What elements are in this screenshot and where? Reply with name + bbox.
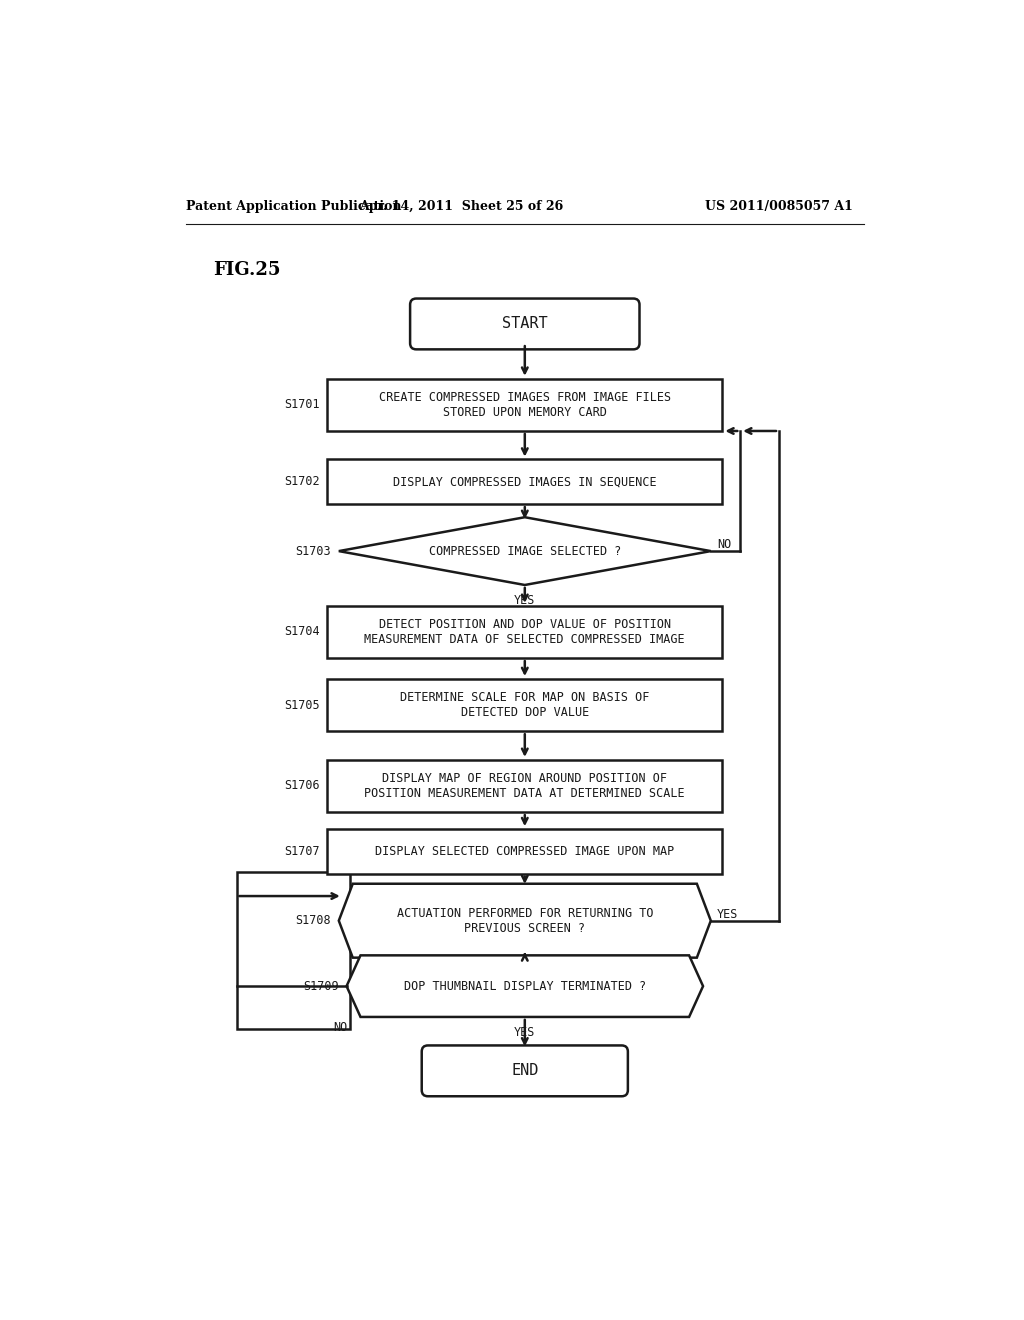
Text: DISPLAY COMPRESSED IMAGES IN SEQUENCE: DISPLAY COMPRESSED IMAGES IN SEQUENCE [393, 475, 656, 488]
Text: S1701: S1701 [284, 399, 319, 412]
Text: S1706: S1706 [284, 779, 319, 792]
Text: ACTUATION PERFORMED FOR RETURNING TO
PREVIOUS SCREEN ?: ACTUATION PERFORMED FOR RETURNING TO PRE… [396, 907, 653, 935]
Bar [328, 760, 722, 812]
Text: US 2011/0085057 A1: US 2011/0085057 A1 [706, 199, 853, 213]
Polygon shape [339, 517, 711, 585]
Text: Patent Application Publication: Patent Application Publication [186, 199, 401, 213]
Polygon shape [346, 956, 703, 1016]
Bar [328, 606, 722, 659]
Text: S1704: S1704 [284, 626, 319, 639]
Text: YES: YES [514, 594, 536, 607]
FancyBboxPatch shape [410, 298, 640, 350]
Text: S1709: S1709 [303, 979, 339, 993]
Text: S1705: S1705 [284, 698, 319, 711]
Text: YES: YES [717, 908, 738, 921]
Text: DETECT POSITION AND DOP VALUE OF POSITION
MEASUREMENT DATA OF SELECTED COMPRESSE: DETECT POSITION AND DOP VALUE OF POSITIO… [365, 618, 685, 645]
Text: Apr. 14, 2011  Sheet 25 of 26: Apr. 14, 2011 Sheet 25 of 26 [359, 199, 563, 213]
Bar [328, 678, 722, 731]
Text: START: START [502, 317, 548, 331]
Text: COMPRESSED IMAGE SELECTED ?: COMPRESSED IMAGE SELECTED ? [429, 545, 621, 557]
Text: S1707: S1707 [284, 845, 319, 858]
Text: S1708: S1708 [296, 915, 331, 927]
Text: S1702: S1702 [284, 475, 319, 488]
Text: CREATE COMPRESSED IMAGES FROM IMAGE FILES
STORED UPON MEMORY CARD: CREATE COMPRESSED IMAGES FROM IMAGE FILE… [379, 391, 671, 418]
Text: S1703: S1703 [296, 545, 331, 557]
Bar [237, 873, 350, 1028]
Bar [328, 459, 722, 504]
Text: DETERMINE SCALE FOR MAP ON BASIS OF
DETECTED DOP VALUE: DETERMINE SCALE FOR MAP ON BASIS OF DETE… [400, 692, 649, 719]
Text: YES: YES [514, 1026, 536, 1039]
Text: NO: NO [333, 1020, 347, 1034]
Text: DISPLAY MAP OF REGION AROUND POSITION OF
POSITION MEASUREMENT DATA AT DETERMINED: DISPLAY MAP OF REGION AROUND POSITION OF… [365, 772, 685, 800]
Bar [328, 379, 722, 432]
FancyBboxPatch shape [422, 1045, 628, 1096]
Text: NO: NO [717, 539, 731, 552]
Text: DISPLAY SELECTED COMPRESSED IMAGE UPON MAP: DISPLAY SELECTED COMPRESSED IMAGE UPON M… [375, 845, 675, 858]
Text: DOP THUMBNAIL DISPLAY TERMINATED ?: DOP THUMBNAIL DISPLAY TERMINATED ? [403, 979, 646, 993]
Text: NO: NO [518, 966, 531, 979]
Polygon shape [339, 884, 711, 958]
Bar [328, 829, 722, 874]
Text: END: END [511, 1064, 539, 1078]
Text: FIG.25: FIG.25 [213, 261, 281, 279]
